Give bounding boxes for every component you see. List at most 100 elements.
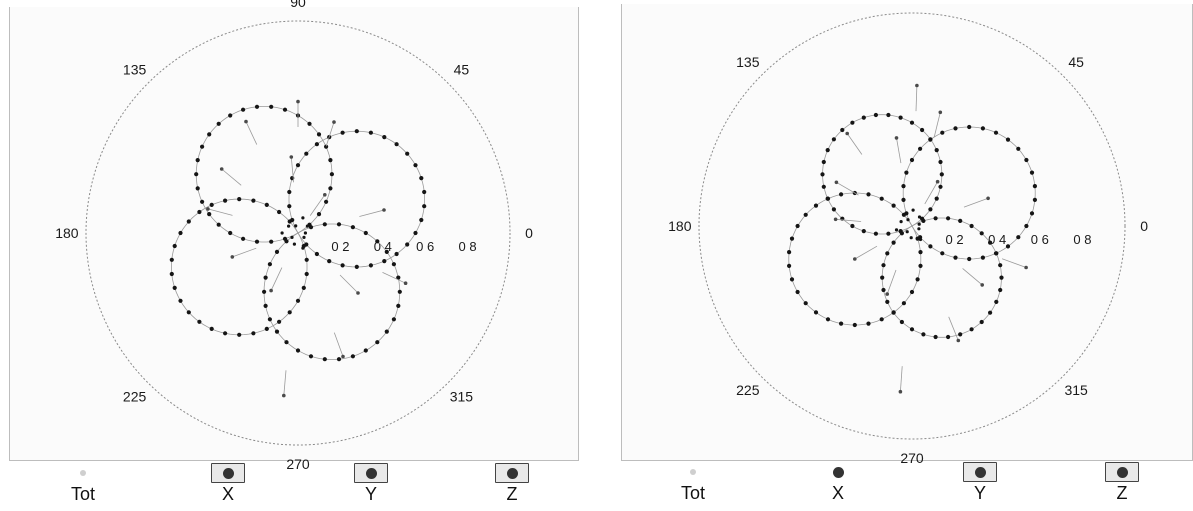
series-x-point [980, 255, 985, 260]
series-x-point [915, 277, 920, 282]
series-z-point [898, 389, 903, 394]
series-y-point [350, 354, 355, 359]
series-y-point [886, 231, 891, 236]
series-z-point [289, 155, 294, 159]
series-x-point [891, 203, 896, 208]
series-x-point [178, 230, 183, 236]
series-y-point [881, 263, 886, 268]
series-x-point [382, 259, 387, 264]
series-y-point [881, 287, 886, 293]
series-z-point [833, 217, 838, 222]
series-z-point [219, 167, 224, 171]
series-y-point [262, 289, 267, 294]
series-z-stem [846, 133, 863, 155]
series-y-point [885, 299, 890, 304]
series-x-point [304, 257, 309, 262]
series-x-point [422, 189, 427, 195]
series-y-point [850, 120, 855, 125]
series-x-point [223, 198, 228, 203]
series-y-point [241, 107, 246, 112]
series-x-point [304, 271, 309, 277]
radial-tick-label: 0 2 [331, 239, 349, 254]
series-x-point [264, 326, 269, 331]
series-x-point [904, 170, 909, 175]
right-polar-chart: 0 45 90 135 180 225 270 315 0 2 0 4 0 6 0 8 [668, 0, 1148, 466]
series-y-point [216, 121, 221, 126]
series-x-point [237, 197, 242, 202]
series-x-point [803, 212, 808, 217]
series-z-point [935, 179, 940, 184]
series-y-point [384, 249, 389, 254]
series-z-point [356, 291, 360, 295]
series-y-point [375, 340, 380, 345]
series-z-point [853, 257, 857, 261]
series-x-point [264, 202, 269, 207]
radial-tick-label: 0 4 [988, 232, 1006, 247]
series-z-point [332, 120, 336, 124]
origin-cluster-point [894, 228, 899, 232]
series-z-point [1024, 265, 1028, 270]
origin-cluster-point [302, 235, 306, 239]
series-y-point [322, 357, 327, 362]
series-y-point [831, 207, 836, 212]
origin-cluster-point [917, 215, 922, 219]
origin-cluster-point [917, 227, 921, 231]
series-y-lobe-curve [822, 114, 943, 235]
angle-tick-label: 180 [55, 225, 79, 241]
series-y-point [384, 329, 389, 334]
series-z-point [894, 136, 899, 140]
series-z-stem [270, 267, 283, 291]
series-x-point [928, 244, 933, 249]
series-x-point [295, 298, 301, 303]
series-x-point [993, 130, 999, 135]
radial-tick-label: 0 6 [416, 239, 434, 254]
series-y-point [308, 354, 314, 359]
series-z-stem [836, 181, 859, 196]
series-z-stem [1001, 258, 1027, 268]
series-z-point [244, 119, 248, 124]
series-y-point [274, 329, 280, 334]
angle-tick-label: 90 [904, 0, 920, 2]
origin-cluster-point [290, 235, 294, 239]
origin-cluster-point [906, 218, 910, 222]
series-z-point [986, 196, 990, 201]
angle-tick-label: 315 [450, 388, 474, 404]
series-y-point [825, 148, 830, 153]
series-x-point [909, 157, 915, 163]
series-x-point [287, 189, 292, 195]
origin-cluster-point [287, 224, 291, 228]
series-z-stem [325, 121, 335, 147]
series-x-point [405, 151, 410, 156]
origin-cluster-point [294, 224, 298, 228]
series-z-point [282, 393, 286, 398]
series-y-point [307, 121, 312, 126]
series-x-point [879, 317, 884, 322]
series-x-point [813, 203, 819, 208]
series-x-point [1024, 223, 1029, 229]
series-y-point [821, 159, 826, 165]
series-x-point [223, 331, 228, 336]
series-z-point [938, 110, 943, 115]
series-x-point [1029, 170, 1035, 175]
series-x-point [879, 196, 884, 201]
angle-tick-label: 45 [1068, 54, 1084, 70]
series-x-lobe-curve [288, 130, 425, 268]
series-y-point [850, 223, 855, 229]
series-x-point [394, 251, 399, 257]
series-y-point [284, 239, 289, 244]
series-z-stem [221, 168, 242, 186]
left-plot-frame [9, 7, 579, 461]
origin-cluster-point [301, 246, 305, 250]
series-x-point [901, 301, 906, 306]
series-y-point [998, 263, 1003, 268]
series-z-stem [948, 316, 959, 341]
series-y-point [998, 287, 1003, 293]
series-y-point [938, 184, 943, 189]
series-x-point [327, 259, 332, 264]
series-z-stem [924, 181, 938, 205]
series-y-point [274, 249, 280, 254]
series-x-point [789, 236, 795, 241]
series-z-stem [854, 245, 878, 260]
series-y-point [933, 334, 938, 340]
series-y-point [988, 240, 993, 245]
